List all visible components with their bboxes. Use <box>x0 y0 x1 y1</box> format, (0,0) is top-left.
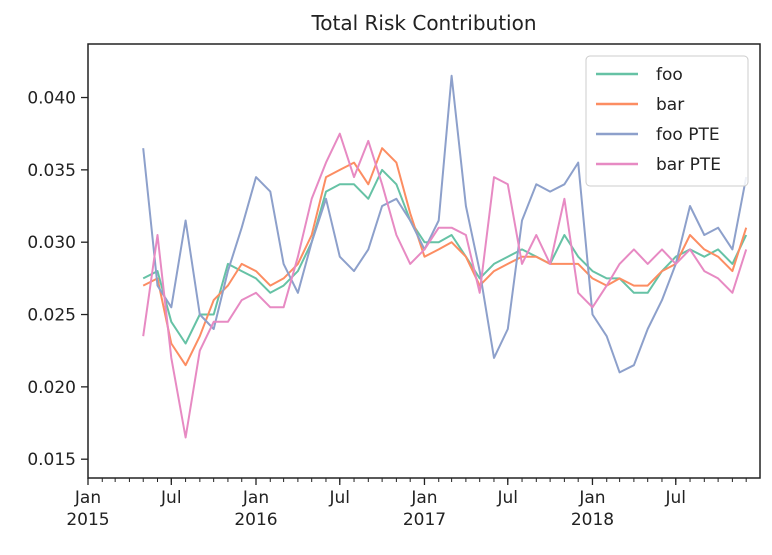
x-tick-label: Jan <box>74 488 101 508</box>
plot-frame <box>87 43 761 479</box>
x-tick-label-year: 2017 <box>403 510 446 530</box>
x-tick-label-year: 2018 <box>571 510 614 530</box>
legend: foo bar foo PTE bar PTE <box>585 55 749 187</box>
y-tick-label: 0.030 <box>27 233 76 253</box>
series-line-bar <box>142 147 748 367</box>
legend-box <box>585 55 749 187</box>
series-line-foo <box>142 168 748 345</box>
x-tick-label: Jul <box>665 488 687 508</box>
chart-title: Total Risk Contribution <box>310 11 536 35</box>
plot-area <box>142 74 748 439</box>
legend-label: bar PTE <box>656 155 721 175</box>
y-tick-label: 0.025 <box>27 306 76 326</box>
x-tick-label: Jan <box>242 488 269 508</box>
x-tick-label: Jul <box>329 488 351 508</box>
x-tick-label: Jan <box>410 488 437 508</box>
x-tick-label-year: 2016 <box>234 510 277 530</box>
y-tick-label: 0.040 <box>27 89 76 109</box>
legend-label: foo PTE <box>656 125 720 145</box>
legend-label: bar <box>656 95 684 115</box>
x-tick-label-year: 2015 <box>66 510 109 530</box>
y-tick-label: 0.020 <box>27 378 76 398</box>
x-tick-label: Jan <box>578 488 605 508</box>
y-axis: 0.015 0.020 0.025 0.030 0.035 0.040 <box>27 89 88 470</box>
legend-label: foo <box>656 65 683 85</box>
series-line-bar-pte <box>142 132 748 439</box>
series-line-foo-pte <box>142 74 748 374</box>
x-tick-label: Jul <box>497 488 519 508</box>
y-tick-label: 0.035 <box>27 161 76 181</box>
y-tick-label: 0.015 <box>27 450 76 470</box>
x-tick-label: Jul <box>160 488 182 508</box>
